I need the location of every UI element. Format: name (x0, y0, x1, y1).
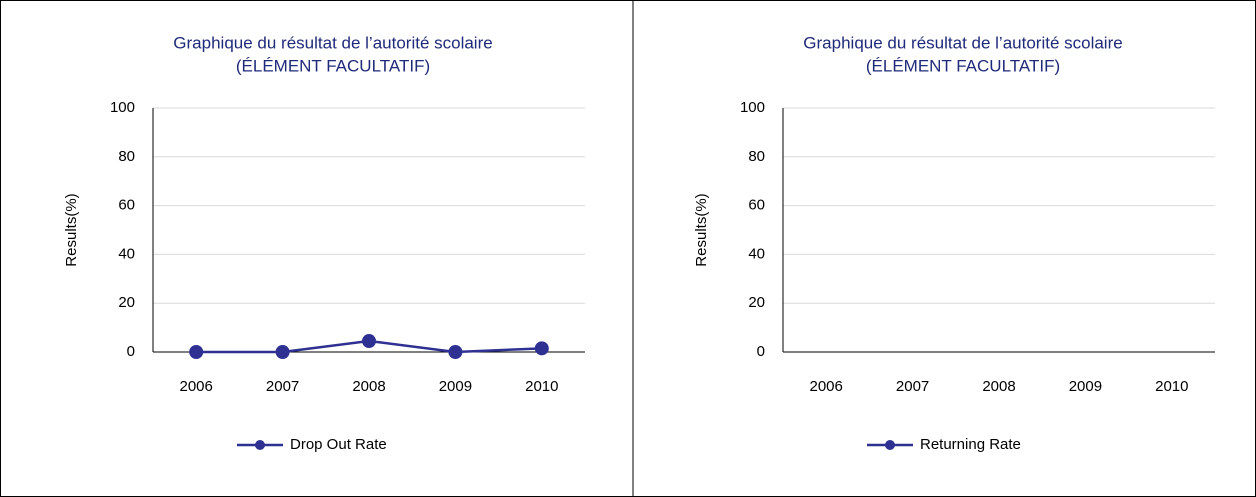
x-tick-label: 2008 (982, 378, 1015, 395)
point (189, 345, 204, 359)
x-tick-label: 2006 (180, 378, 213, 395)
point (448, 345, 463, 359)
y-tick-label: 60 (748, 197, 765, 214)
x-tick-label: 2007 (266, 378, 299, 395)
x-tick-label: 2009 (439, 378, 472, 395)
point (362, 334, 376, 349)
y-tick-label: 80 (748, 148, 765, 165)
y-tick-label: 100 (740, 99, 765, 116)
point (275, 345, 290, 359)
chart-subtitle: (ÉLÉMENT FACULTATIF) (236, 56, 430, 75)
chart-title: Graphique du résultat de l’autorité scol… (803, 33, 1122, 52)
y-tick-label: 0 (127, 343, 135, 360)
x-tick-label: 2010 (525, 378, 558, 395)
legend-label: Returning Rate (920, 436, 1021, 453)
y-axis-label: Results(%) (63, 193, 80, 266)
chart-title: Graphique du résultat de l’autorité scol… (173, 33, 492, 52)
y-tick-label: 20 (118, 294, 135, 311)
y-tick-label: 40 (748, 245, 765, 262)
point (534, 341, 549, 356)
y-tick-label: 80 (118, 148, 135, 165)
legend-marker (255, 440, 265, 450)
legend-label: Drop Out Rate (290, 436, 387, 453)
y-axis-label: Results(%) (693, 193, 710, 266)
y-tick-label: 60 (118, 197, 135, 214)
chart-subtitle: (ÉLÉMENT FACULTATIF) (866, 56, 1060, 75)
y-tick-label: 40 (118, 245, 135, 262)
y-tick-label: 0 (757, 343, 765, 360)
x-tick-label: 2007 (896, 378, 929, 395)
legend-marker (885, 440, 895, 450)
x-tick-label: 2006 (810, 378, 843, 395)
x-tick-label: 2008 (352, 378, 385, 395)
y-tick-label: 20 (748, 294, 765, 311)
x-tick-label: 2009 (1069, 378, 1102, 395)
y-tick-label: 100 (110, 99, 135, 116)
x-tick-label: 2010 (1155, 378, 1188, 395)
